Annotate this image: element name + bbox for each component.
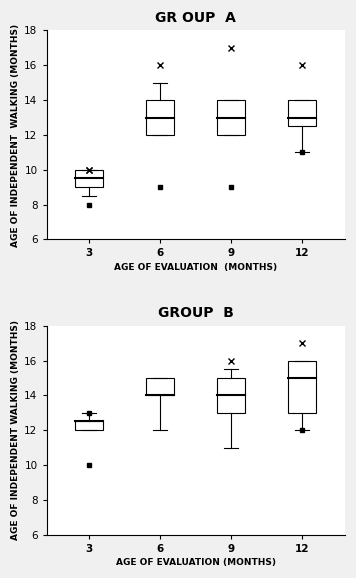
Y-axis label: AGE OF INDEPENDENT WALKING (MONTHS): AGE OF INDEPENDENT WALKING (MONTHS) [11,320,20,540]
Bar [217,378,245,413]
Y-axis label: AGE OF INDEPENDENT  WALKING (MONTHS): AGE OF INDEPENDENT WALKING (MONTHS) [11,23,20,246]
X-axis label: AGE OF EVALUATION  (MONTHS): AGE OF EVALUATION (MONTHS) [114,262,277,272]
Title: GROUP  B: GROUP B [158,306,234,320]
Bar [288,100,316,126]
Bar [146,100,174,135]
X-axis label: AGE OF EVALUATION (MONTHS): AGE OF EVALUATION (MONTHS) [116,558,276,567]
Bar [217,100,245,135]
Title: GR OUP  A: GR OUP A [155,11,236,25]
Bar [146,378,174,395]
Bar [75,170,103,187]
Bar [288,361,316,413]
Bar [75,421,103,430]
